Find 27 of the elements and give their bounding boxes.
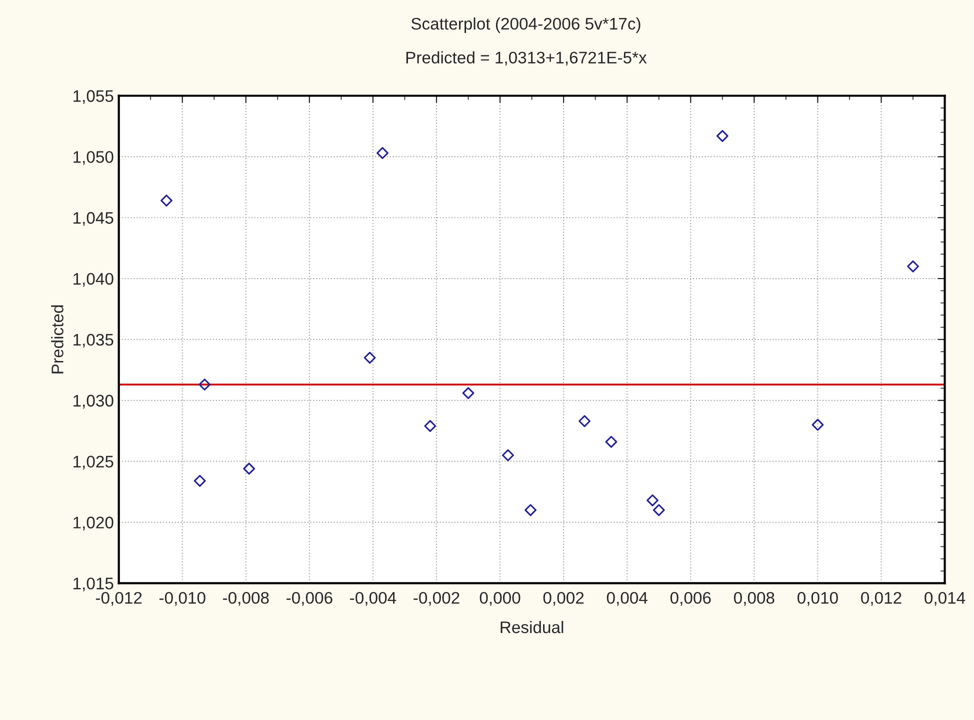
y-axis-title: Predicted [51, 305, 64, 374]
y-tick-label: 1,055 [74, 90, 114, 104]
y-tick-label: 1,020 [74, 516, 114, 530]
chart-subtitle: Predicted = 1,0313+1,6721E-5*x [406, 51, 647, 66]
x-tick-label: 0,006 [670, 592, 711, 606]
y-tick-label: 1,040 [74, 272, 114, 287]
x-tick-label: -0,010 [159, 592, 206, 606]
x-tick-label: -0,002 [414, 592, 460, 606]
y-tick-label: 1,045 [74, 212, 114, 226]
x-tick-label: 0,014 [924, 592, 966, 606]
x-tick-label: 0,004 [606, 592, 648, 606]
y-tick-label: 1,025 [74, 456, 114, 470]
x-tick-label: -0,008 [223, 592, 269, 606]
x-tick-label: 0,000 [480, 592, 520, 606]
y-tick-label: 1,030 [74, 394, 114, 409]
chart-title: Scatterplot (2004-2006 5v*17c) [411, 17, 640, 33]
x-tick-label: -0,004 [350, 592, 396, 606]
y-tick-label: 1,035 [74, 334, 114, 348]
x-tick-label: 0,002 [543, 592, 584, 606]
x-tick-label: 0,012 [861, 592, 902, 606]
x-tick-label: -0,006 [286, 592, 332, 606]
y-tick-label: 1,015 [74, 578, 114, 592]
x-tick-label: 0,010 [798, 592, 838, 606]
x-tick-label: -0,012 [96, 592, 142, 606]
x-tick-label: 0,008 [734, 592, 774, 606]
x-axis-title: Residual [500, 620, 564, 634]
y-tick-label: 1,050 [74, 151, 114, 165]
